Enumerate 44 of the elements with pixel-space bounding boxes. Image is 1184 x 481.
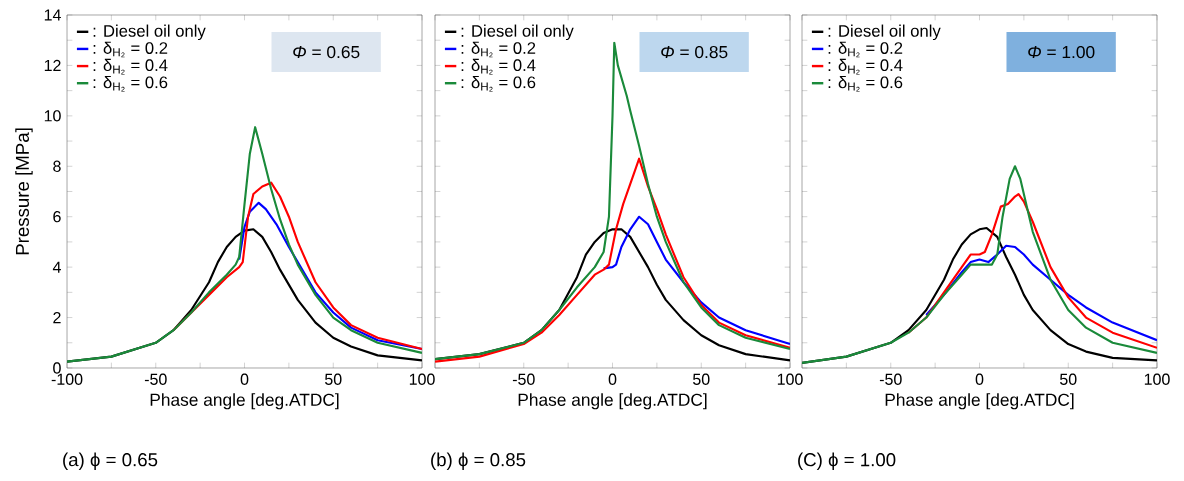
- x-tick-label: -50: [512, 373, 535, 385]
- x-tick-label: -100: [51, 373, 83, 385]
- legend-label: : δ$_{H₂}$ = 0.6: [828, 75, 903, 92]
- legend-label: : δ$_{H₂}$ = 0.4: [461, 58, 536, 75]
- x-tick-label: 100: [409, 373, 435, 385]
- x-tick-label: -50: [144, 373, 167, 385]
- annotation: Φ = 0.85: [661, 45, 728, 59]
- x-tick-label: 100: [1144, 373, 1170, 385]
- y-tick-label: 0: [53, 362, 61, 374]
- x-tick-label: 0: [608, 373, 617, 385]
- x-axis-title: Phase angle [deg.ATDC]: [885, 393, 1074, 410]
- y-tick-label: 12: [44, 59, 61, 72]
- legend-label: : δ$_{H₂}$ = 0.6: [93, 75, 168, 92]
- legend-label: : δ$_{H₂}$ = 0.4: [93, 58, 168, 75]
- y-axis-title: Pressure [MPa]: [15, 128, 33, 255]
- y-tick-label: 14: [44, 9, 61, 21]
- x-axis-title: Phase angle [deg.ATDC]: [518, 393, 707, 410]
- line-series: [67, 126, 423, 363]
- x-tick-label: 0: [975, 373, 984, 385]
- legend-label: : Diesel oil only: [461, 24, 574, 41]
- x-tick-label: 100: [777, 373, 803, 385]
- text: (C) ϕ = 1.00: [798, 452, 896, 471]
- y-tick-label: 4: [52, 261, 61, 273]
- y-tick-label: 6: [53, 211, 61, 223]
- annotation: Φ = 1.00: [1028, 45, 1095, 59]
- x-tick-label: 0: [240, 373, 249, 385]
- legend-label: : δ$_{H₂}$ = 0.6: [461, 75, 536, 92]
- text: (b) ϕ = 0.85: [431, 452, 526, 471]
- y-tick-label: 8: [53, 160, 61, 172]
- legend-label: : Diesel oil only: [828, 24, 941, 41]
- y-tick-label: 2: [53, 311, 61, 324]
- legend-label: : δ$_{H₂}$ = 0.4: [828, 58, 903, 75]
- x-tick-label: 50: [325, 373, 342, 385]
- x-tick-label: -50: [879, 373, 902, 385]
- legend-label: : δ$_{H₂}$ = 0.2: [461, 41, 536, 58]
- x-tick-label: 50: [1060, 373, 1077, 385]
- text: (a) ϕ = 0.65: [63, 452, 158, 471]
- x-tick-label: 50: [693, 373, 710, 385]
- x-axis-title: Phase angle [deg.ATDC]: [150, 393, 339, 410]
- legend-label: : δ$_{H₂}$ = 0.2: [828, 41, 903, 58]
- y-tick-label: 10: [44, 110, 61, 122]
- legend-label: : δ$_{H₂}$ = 0.2: [93, 41, 168, 58]
- legend-label: : Diesel oil only: [93, 24, 206, 41]
- annotation: Φ = 0.65: [293, 45, 360, 59]
